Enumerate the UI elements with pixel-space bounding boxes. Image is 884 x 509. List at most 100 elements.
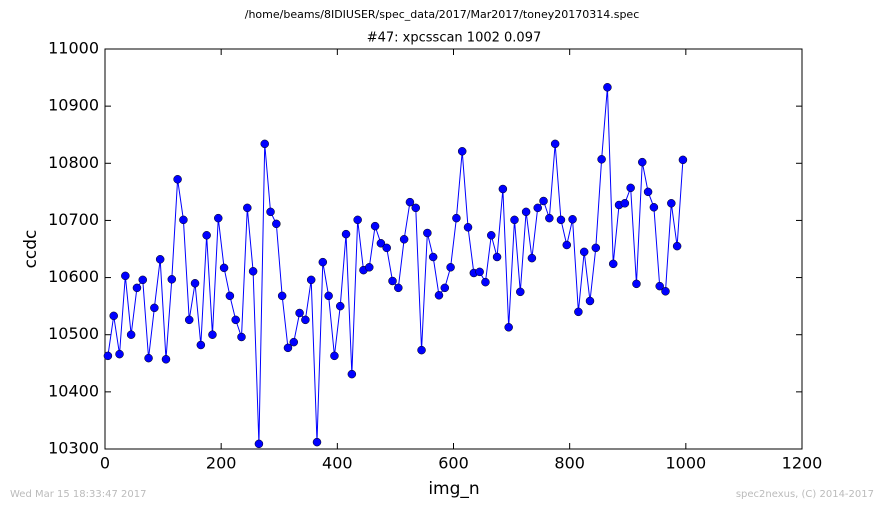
data-point bbox=[330, 351, 339, 361]
data-point bbox=[492, 252, 502, 262]
y-tick-label: 10900 bbox=[48, 96, 99, 115]
x-tick-label: 200 bbox=[206, 454, 237, 473]
data-point bbox=[132, 283, 142, 293]
x-tick-label: 400 bbox=[322, 454, 353, 473]
data-point bbox=[591, 243, 601, 253]
data-point bbox=[254, 439, 264, 449]
data-point bbox=[574, 307, 583, 317]
data-point bbox=[295, 308, 304, 318]
data-point bbox=[347, 369, 357, 379]
data-point bbox=[318, 257, 328, 267]
data-point bbox=[678, 155, 688, 165]
data-point bbox=[144, 353, 153, 363]
data-point bbox=[457, 147, 467, 156]
data-point bbox=[231, 315, 240, 325]
data-point bbox=[579, 247, 589, 257]
data-point bbox=[260, 139, 269, 149]
data-point bbox=[533, 203, 542, 213]
data-point bbox=[214, 213, 223, 223]
data-point bbox=[452, 213, 461, 223]
data-point bbox=[121, 271, 130, 281]
data-point bbox=[219, 263, 229, 273]
data-point bbox=[248, 267, 258, 276]
data-point bbox=[446, 263, 455, 272]
data-point bbox=[312, 437, 322, 447]
data-point bbox=[434, 291, 444, 300]
data-point bbox=[283, 343, 293, 353]
data-point bbox=[394, 283, 403, 293]
data-point bbox=[562, 240, 572, 250]
data-point bbox=[556, 215, 566, 225]
data-point bbox=[376, 239, 386, 248]
data-point bbox=[382, 243, 391, 253]
y-tick-label: 11000 bbox=[48, 39, 99, 58]
chart-suptitle: /home/beams/8IDIUSER/spec_data/2017/Mar2… bbox=[245, 8, 640, 21]
data-point bbox=[638, 157, 647, 167]
data-point bbox=[475, 267, 484, 277]
y-tick-label: 10700 bbox=[48, 210, 99, 229]
data-point bbox=[423, 228, 432, 238]
data-point bbox=[126, 330, 136, 339]
data-point bbox=[411, 203, 420, 213]
data-point bbox=[510, 215, 519, 225]
data-point bbox=[184, 315, 194, 325]
data-point bbox=[428, 252, 438, 262]
data-point bbox=[527, 253, 537, 263]
data-point bbox=[225, 291, 235, 301]
data-point bbox=[504, 323, 513, 332]
data-point bbox=[353, 215, 362, 225]
data-point bbox=[103, 351, 113, 361]
data-point bbox=[109, 311, 118, 321]
data-point bbox=[365, 263, 374, 272]
footer-right: spec2nexus, (C) 2014-2017 bbox=[736, 489, 874, 500]
data-point bbox=[516, 287, 525, 297]
data-point bbox=[539, 196, 548, 206]
y-tick-label: 10800 bbox=[48, 153, 99, 172]
data-point bbox=[672, 241, 682, 251]
y-tick-label: 10500 bbox=[48, 324, 99, 343]
data-point bbox=[585, 296, 595, 306]
data-point bbox=[179, 215, 188, 225]
data-point bbox=[161, 355, 171, 364]
data-point bbox=[301, 315, 310, 325]
data-point bbox=[405, 197, 415, 207]
data-line bbox=[107, 87, 684, 444]
data-point bbox=[202, 231, 211, 240]
data-point bbox=[545, 213, 554, 223]
data-point bbox=[237, 332, 246, 342]
data-point bbox=[324, 291, 333, 301]
x-tick-label: 600 bbox=[438, 454, 469, 473]
y-tick-label: 10300 bbox=[48, 439, 99, 458]
data-point bbox=[277, 291, 287, 301]
data-point bbox=[266, 207, 275, 217]
data-point bbox=[150, 303, 159, 313]
data-point bbox=[632, 279, 641, 289]
x-tick-label: 1200 bbox=[782, 454, 823, 473]
data-point bbox=[370, 221, 380, 231]
data-point bbox=[167, 275, 177, 284]
data-point bbox=[306, 275, 316, 285]
data-point bbox=[550, 139, 560, 149]
data-point bbox=[196, 340, 206, 350]
data-point bbox=[417, 345, 426, 355]
data-point bbox=[115, 349, 124, 359]
data-point bbox=[440, 283, 450, 293]
data-point bbox=[388, 276, 397, 286]
y-axis-label: ccdc bbox=[21, 230, 41, 269]
data-point bbox=[521, 207, 531, 217]
footer-left: Wed Mar 15 18:33:47 2017 bbox=[10, 489, 146, 500]
plot-frame bbox=[104, 48, 803, 450]
data-point bbox=[626, 183, 635, 193]
data-point bbox=[335, 301, 345, 311]
y-tick-label: 10600 bbox=[48, 267, 99, 286]
data-point bbox=[603, 83, 612, 92]
data-point bbox=[667, 199, 676, 208]
data-point bbox=[208, 330, 217, 339]
data-point bbox=[498, 184, 508, 194]
data-point bbox=[272, 219, 281, 229]
data-point bbox=[643, 187, 653, 197]
data-point bbox=[289, 337, 299, 347]
data-point bbox=[620, 199, 630, 208]
data-point bbox=[399, 235, 409, 244]
